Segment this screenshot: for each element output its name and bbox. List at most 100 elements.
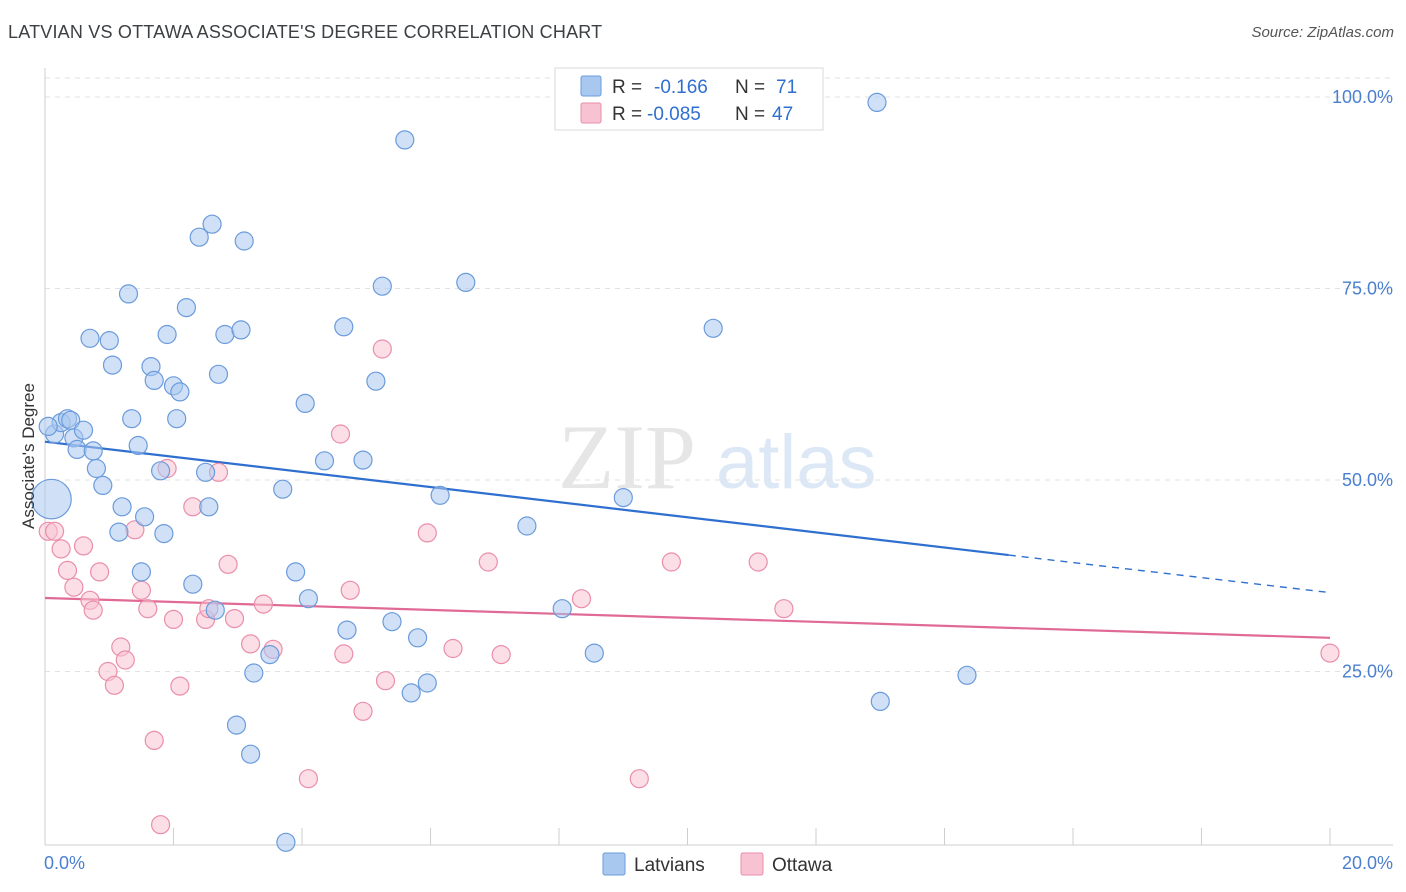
latvians-point	[73, 420, 94, 440]
latvians-point	[703, 318, 723, 338]
ottawa-point	[661, 552, 682, 572]
axes	[44, 68, 1393, 846]
ottawa-point	[372, 339, 392, 359]
legend-swatch-latvians	[580, 75, 602, 97]
ottawa-point	[64, 577, 84, 597]
latvians-point	[199, 497, 219, 517]
latvians-point	[517, 516, 537, 536]
latvians-point	[67, 439, 87, 459]
y-tick-label: 100.0%	[1332, 87, 1393, 107]
stats-legend: R = -0.166 N = 71 R = -0.085 N = 47	[554, 67, 824, 131]
latvians-point	[122, 409, 142, 429]
y-tick-label: 75.0%	[1342, 279, 1393, 299]
watermark-atlas: atlas	[716, 420, 877, 505]
latvians-point	[260, 644, 280, 665]
bottom-legend-label-ottawa: Ottawa	[772, 855, 833, 876]
latvians-point	[118, 284, 139, 304]
latvians-point	[93, 475, 113, 495]
latvians-point	[613, 488, 633, 508]
bottom-legend-label-latvians: Latvians	[634, 855, 705, 876]
legend-r-value-ottawa: -0.085	[647, 104, 701, 125]
latvians-point	[112, 497, 132, 517]
latvians-trend-line	[44, 440, 1009, 557]
bottom-legend-swatch-latvians	[602, 852, 626, 876]
latvians-point	[244, 663, 264, 683]
ottawa-point	[571, 589, 592, 609]
ottawa-point	[163, 609, 184, 630]
latvians-point	[226, 715, 247, 735]
tick-labels: 100.0% 75.0% 50.0% 25.0% 0.0% 20.0%	[44, 87, 1393, 873]
data-points	[31, 92, 1340, 852]
ottawa-point	[183, 497, 203, 517]
ottawa-point	[131, 580, 151, 600]
ottawa-point	[253, 594, 273, 614]
ottawa-point	[83, 600, 103, 620]
ottawa-point	[170, 676, 190, 696]
latvians-point	[314, 451, 335, 471]
x-tick-label-max: 20.0%	[1342, 853, 1393, 873]
latvians-point	[83, 441, 103, 461]
latvians-point	[157, 324, 177, 345]
latvians-point	[80, 328, 100, 348]
legend-r-label-latvians: R =	[612, 77, 642, 98]
legend-n-label-ottawa: N =	[735, 104, 765, 125]
latvians-point	[401, 683, 421, 703]
latvians-point	[584, 643, 604, 663]
latvians-point	[234, 231, 254, 251]
ottawa-point	[443, 638, 463, 659]
ottawa-point	[138, 599, 158, 619]
ottawa-point	[774, 599, 794, 619]
latvians-point	[99, 331, 119, 351]
ottawa-point	[629, 769, 649, 789]
ottawa-point	[115, 650, 135, 670]
latvians-point	[189, 227, 209, 247]
latvians-point	[135, 507, 155, 527]
latvians-point	[128, 435, 148, 456]
x-tick-label-min: 0.0%	[44, 853, 85, 873]
series-legend: Latvians Ottawa	[602, 852, 833, 876]
latvians-point	[86, 458, 107, 479]
latvians-point	[295, 393, 315, 413]
latvians-point	[337, 620, 357, 640]
ottawa-point	[51, 539, 71, 559]
watermark: ZIP atlas	[558, 406, 877, 508]
y-axis-title: Associate's Degree	[19, 383, 38, 529]
latvians-point	[286, 562, 306, 582]
latvians-point	[183, 574, 203, 594]
latvians-point	[170, 382, 190, 402]
latvians-point	[167, 409, 187, 429]
latvians-point	[196, 462, 216, 482]
latvians-point	[334, 317, 354, 337]
ottawa-point	[104, 675, 125, 695]
ottawa-point	[1320, 643, 1340, 663]
latvians-point	[241, 744, 261, 764]
bottom-legend-swatch-ottawa	[740, 852, 764, 876]
y-tick-label: 50.0%	[1342, 470, 1393, 490]
ottawa-point	[151, 815, 171, 835]
chart-title: LATVIAN VS OTTAWA ASSOCIATE'S DEGREE COR…	[8, 22, 603, 42]
latvians-point	[372, 276, 392, 296]
ottawa-point	[241, 634, 261, 654]
latvians-point	[957, 665, 977, 685]
ottawa-point	[44, 521, 65, 541]
latvians-point	[31, 478, 72, 520]
latvians-point	[366, 371, 386, 391]
latvians-point	[231, 320, 251, 340]
latvians-point	[276, 832, 296, 852]
latvians-point	[176, 298, 196, 318]
legend-n-value-ottawa: 47	[772, 104, 793, 125]
latvians-point	[109, 522, 129, 542]
latvians-point	[456, 272, 476, 292]
ottawa-point	[144, 730, 164, 751]
legend-n-label-latvians: N =	[735, 77, 765, 98]
latvians-point	[552, 599, 572, 619]
latvians-point	[102, 355, 123, 375]
ottawa-point	[340, 580, 360, 600]
ottawa-point	[298, 769, 318, 789]
ottawa-point	[218, 554, 238, 574]
latvians-point	[430, 485, 450, 505]
latvians-point	[395, 130, 415, 150]
ottawa-point	[748, 552, 768, 572]
gridlines	[45, 77, 1393, 672]
